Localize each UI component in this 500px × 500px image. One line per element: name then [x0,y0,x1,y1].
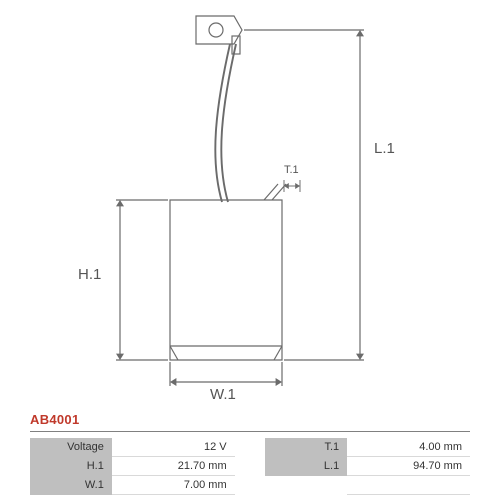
spec-gap [235,476,266,495]
spec-row: H.121.70 mm L.194.70 mm [30,457,470,476]
spec-footer: AB4001 Voltage12 V T.14.00 mm H.121.70 mm L… [30,412,470,495]
spec-label: L.1 [265,457,347,476]
spec-row: Voltage12 V T.14.00 mm [30,438,470,457]
spec-table: Voltage12 V T.14.00 mm H.121.70 mm L.194.70… [30,438,470,495]
label-l1: L.1 [374,140,395,157]
spec-value [347,476,470,495]
label-w1: W.1 [210,386,236,403]
spec-label: H.1 [30,457,112,476]
spec-value: 94.70 mm [347,457,470,476]
spec-label [265,476,347,495]
spec-label: W.1 [30,476,112,495]
technical-drawing: H.1 W.1 L.1 T.1 [0,0,500,405]
spec-value: 7.00 mm [112,476,235,495]
spec-label: T.1 [265,438,347,457]
part-number: AB4001 [30,412,470,427]
spec-gap [235,438,266,457]
divider [30,431,470,432]
label-h1: H.1 [78,266,101,283]
spec-value: 4.00 mm [347,438,470,457]
spec-label: Voltage [30,438,112,457]
spec-value: 12 V [112,438,235,457]
spec-gap [235,457,266,476]
label-t1: T.1 [284,164,299,176]
spec-value: 21.70 mm [112,457,235,476]
spec-row: W.17.00 mm [30,476,470,495]
